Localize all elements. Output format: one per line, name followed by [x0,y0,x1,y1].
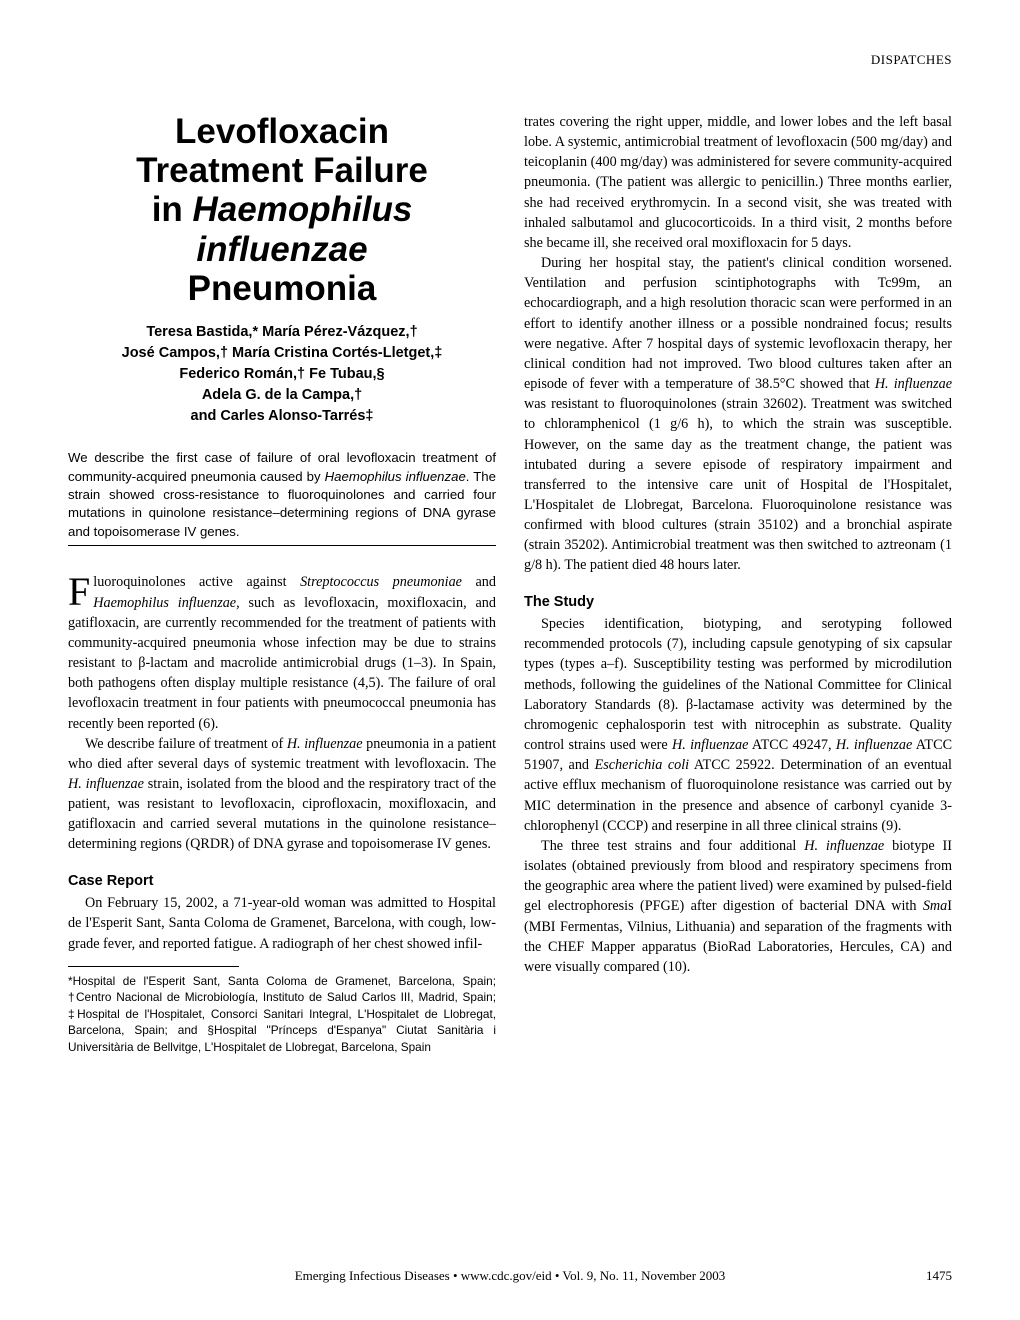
title-line5: Pneumonia [188,269,377,308]
title-line1: Levofloxacin [175,112,389,151]
body-p4: trates covering the right upper, middle,… [524,112,952,253]
title-line4: influenzae [196,230,367,269]
the-study-heading: The Study [524,592,952,613]
body-p5: During her hospital stay, the patient's … [524,253,952,576]
authors-line4: Adela G. de la Campa,† [202,387,362,403]
authors-block: Teresa Bastida,* María Pérez-Vázquez,† J… [68,322,496,427]
authors-line3: Federico Román,† Fe Tubau,§ [179,366,384,382]
page-footer: Emerging Infectious Diseases • www.cdc.g… [68,1268,952,1284]
footer-journal: Emerging Infectious Diseases • www.cdc.g… [295,1268,726,1284]
title-line3a: in [152,190,193,229]
header-label: DISPATCHES [871,52,952,68]
authors-line5: and Carles Alonso-Tarrés‡ [191,408,374,424]
article-title: Levofloxacin Treatment Failure in Haemop… [68,112,496,308]
body-p2: We describe failure of treatment of H. i… [68,734,496,855]
body-p6: Species identification, biotyping, and s… [524,614,952,836]
abstract: We describe the first case of failure of… [68,449,496,546]
column-left: Levofloxacin Treatment Failure in Haemop… [68,112,496,1055]
authors-line1: Teresa Bastida,* María Pérez-Vázquez,† [146,324,417,340]
affiliations: *Hospital de l'Esperit Sant, Santa Colom… [68,973,496,1056]
body-p1: Fluoroquinolones active against Streptoc… [68,572,496,733]
two-column-content: Levofloxacin Treatment Failure in Haemop… [68,112,952,1055]
body-p3: On February 15, 2002, a 71-year-old woma… [68,893,496,953]
title-line3b: Haemophilus [193,190,413,229]
body-p7: The three test strains and four addition… [524,836,952,977]
affiliation-rule [68,966,239,967]
title-line2: Treatment Failure [136,151,428,190]
case-report-heading: Case Report [68,871,496,892]
authors-line2: José Campos,† María Cristina Cortés-Llet… [122,345,443,361]
footer-page-number: 1475 [926,1268,952,1284]
column-right: trates covering the right upper, middle,… [524,112,952,1055]
